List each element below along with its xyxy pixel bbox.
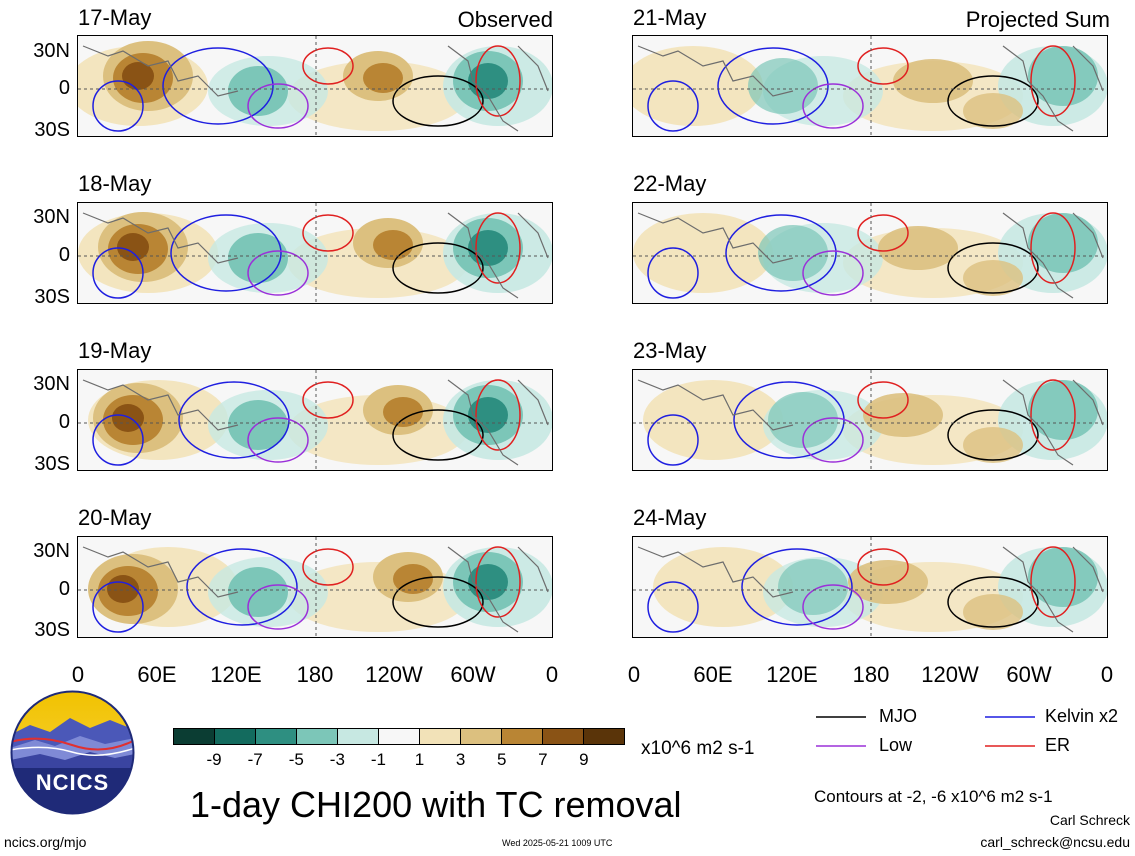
map-panel-24-may [632, 536, 1108, 638]
author-email[interactable]: carl_schreck@ncsu.edu [980, 834, 1130, 850]
map-field [633, 36, 1107, 136]
legend-mjo-label: MJO [879, 706, 917, 726]
colorbar-tick-label: -9 [206, 750, 222, 769]
panel-date-20-may: 20-May [78, 505, 152, 530]
contours-note: Contours at -2, -6 x10^6 m2 s-1 [814, 787, 1053, 806]
colorbar-swatch [174, 729, 214, 744]
map-field [633, 203, 1107, 303]
lat-label-0: 0 [58, 411, 70, 433]
map-panel-23-may [632, 369, 1108, 471]
legend-kelvin-label: Kelvin x2 [1045, 706, 1119, 726]
lat-label-30n: 30N [33, 373, 70, 395]
lon-label-120w: 120W [921, 662, 979, 687]
panel-date-18-may: 18-May [78, 171, 152, 196]
lat-label-30s: 30S [34, 619, 70, 641]
map-panel-18-may [77, 202, 553, 304]
lon-label-60w: 60W [1006, 662, 1052, 687]
map-field [78, 203, 552, 303]
colorbar-tick-label: 7 [538, 750, 548, 769]
colorbar-swatch [542, 729, 583, 744]
lat-label-0: 0 [58, 244, 70, 266]
lon-label-60e: 60E [693, 662, 733, 687]
panel-date-21-may: 21-May [633, 5, 707, 30]
lon-label-180: 180 [296, 662, 334, 687]
colorbar-tick-label: -1 [370, 750, 387, 769]
logo-text: NCICS [35, 770, 110, 795]
colorbar-swatch [337, 729, 378, 744]
map-field [78, 537, 552, 637]
panel-date-22-may: 22-May [633, 171, 707, 196]
lat-label-0: 0 [58, 77, 70, 99]
lon-label-0-end: 0 [1100, 662, 1114, 687]
lat-label-0: 0 [58, 578, 70, 600]
panel-date-24-may: 24-May [633, 505, 707, 530]
lat-label-30n: 30N [33, 540, 70, 562]
colorbar-swatch [460, 729, 501, 744]
lon-label-120w: 120W [365, 662, 423, 687]
panel-date-23-may: 23-May [633, 338, 707, 363]
map-panel-19-may [77, 369, 553, 471]
lon-label-120e: 120E [766, 662, 818, 687]
panel-date-19-may: 19-May [78, 338, 152, 363]
author-name: Carl Schreck [1049, 812, 1130, 828]
lat-label-30s: 30S [34, 286, 70, 308]
map-field [633, 370, 1107, 470]
projected-sum-label: Projected Sum [965, 7, 1110, 32]
map-panel-21-may [632, 35, 1108, 137]
timestamp: Wed 2025-05-21 1009 UTC [502, 838, 613, 848]
colorbar-tick-label: 1 [414, 750, 425, 769]
colorbar-swatch [214, 729, 255, 744]
lat-label-30s: 30S [34, 119, 70, 141]
lon-label-180: 180 [852, 662, 890, 687]
panel-date-17-may: 17-May [78, 5, 152, 30]
lon-label-120e: 120E [210, 662, 262, 687]
colorbar-tick-label: 5 [496, 750, 507, 769]
observed-label: Observed [457, 7, 553, 32]
lon-label-0: 0 [627, 662, 641, 687]
lat-label-30n: 30N [33, 40, 70, 62]
figure-title: 1-day CHI200 with TC removal [190, 784, 682, 825]
colorbar-swatch [501, 729, 542, 744]
legend-er-label: ER [1045, 735, 1071, 755]
lat-label-30n: 30N [33, 206, 70, 228]
lon-label-0: 0 [71, 662, 85, 687]
site-url[interactable]: ncics.org/mjo [4, 834, 87, 850]
map-field [78, 370, 552, 470]
colorbar-units: x10^6 m2 s-1 [641, 738, 755, 759]
lat-label-30s: 30S [34, 453, 70, 475]
lon-label-0-end: 0 [545, 662, 559, 687]
map-panel-22-may [632, 202, 1108, 304]
map-field [78, 36, 552, 136]
colorbar [173, 728, 625, 745]
colorbar-tick-label: 3 [455, 750, 466, 769]
colorbar-tick-label: -7 [247, 750, 263, 769]
lon-label-60w: 60W [450, 662, 496, 687]
map-field [633, 537, 1107, 637]
lon-label-60e: 60E [137, 662, 177, 687]
ncics-logo[interactable]: NCICS [10, 690, 135, 815]
legend-low-label: Low [879, 735, 913, 755]
map-panel-17-may [77, 35, 553, 137]
colorbar-swatch [378, 729, 419, 744]
map-panel-20-may [77, 536, 553, 638]
colorbar-tick-label: -3 [329, 750, 345, 769]
colorbar-tick-label: -5 [288, 750, 304, 769]
colorbar-swatch [296, 729, 337, 744]
colorbar-tick-label: 9 [579, 750, 589, 769]
colorbar-swatch [583, 729, 624, 744]
colorbar-swatch [419, 729, 460, 744]
colorbar-swatch [255, 729, 296, 744]
